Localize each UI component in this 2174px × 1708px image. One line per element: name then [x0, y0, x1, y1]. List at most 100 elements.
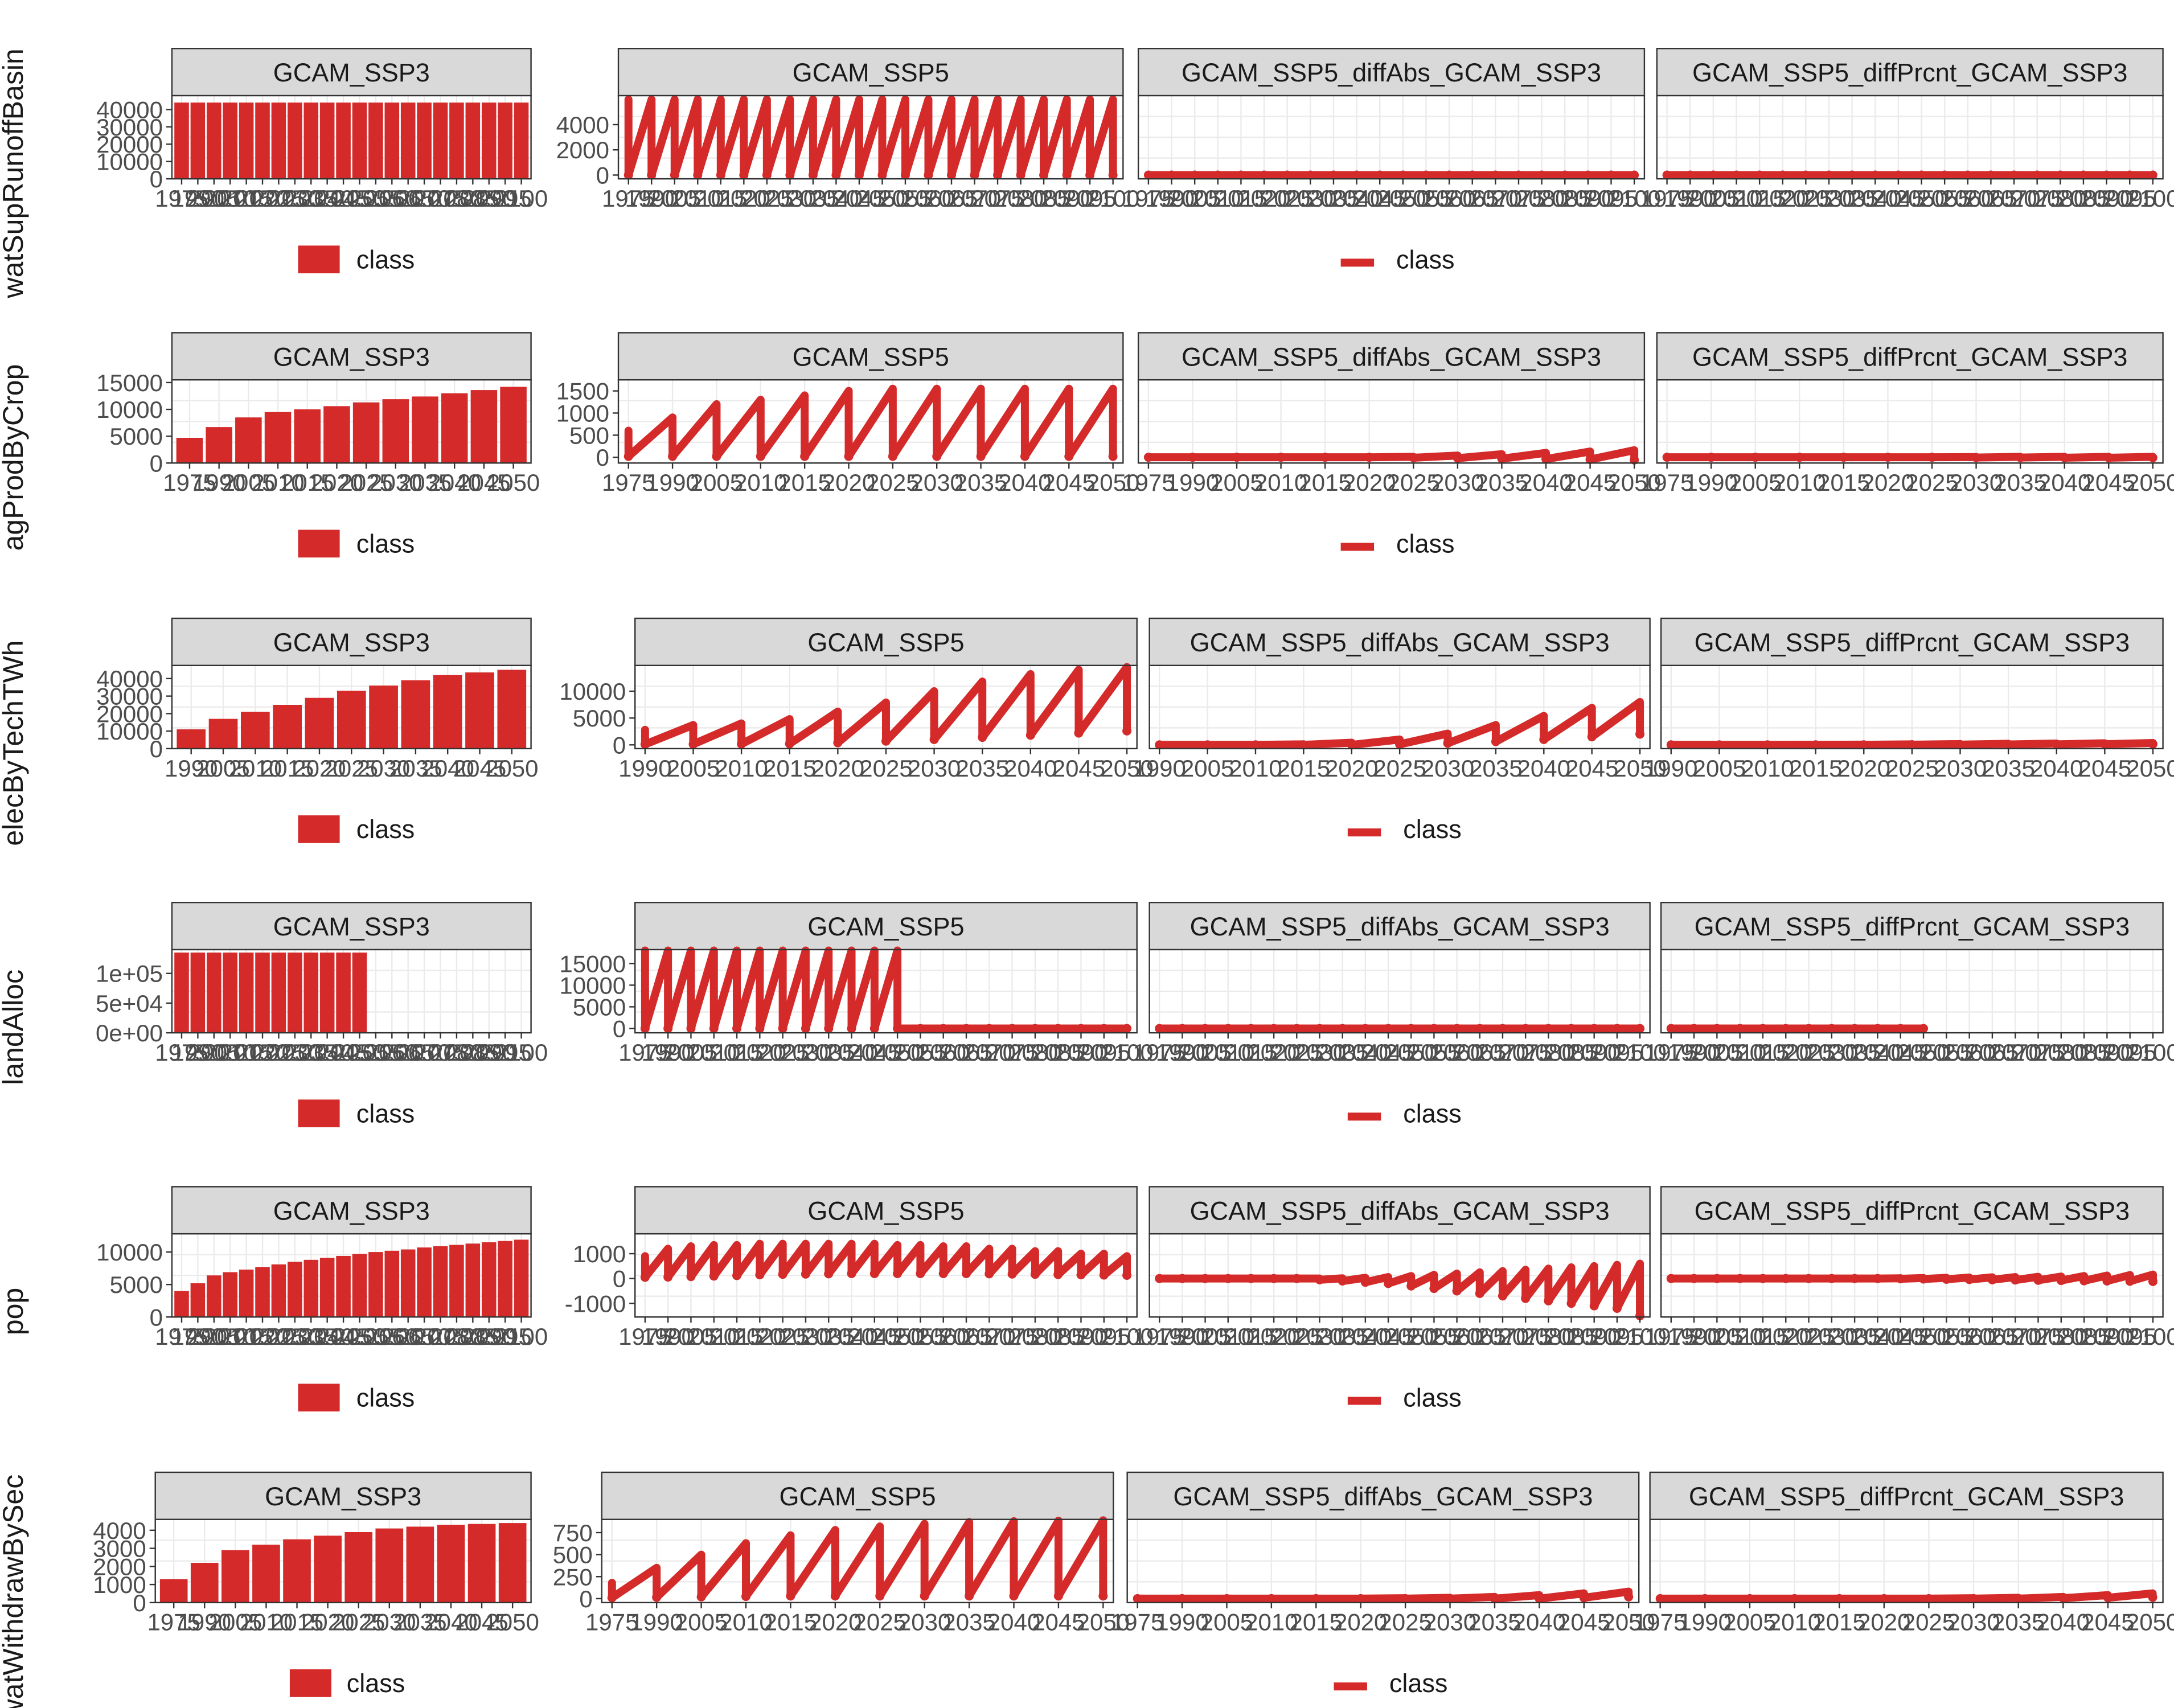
x-tick-label: 2080 [2034, 1323, 2087, 1350]
series-point [1942, 1274, 1951, 1284]
series-point [2148, 1276, 2157, 1286]
x-tick-label: 2005 [1691, 1323, 1744, 1350]
panel-strip [171, 332, 532, 381]
x-tick-label: 2065 [1453, 1323, 1506, 1350]
series-point [785, 739, 794, 749]
series-point [1246, 1024, 1256, 1033]
series-point [833, 738, 843, 748]
series-point [1491, 737, 1500, 746]
bar [303, 1259, 319, 1317]
x-tick-label: 2040 [2030, 755, 2083, 782]
series-point [1299, 740, 1308, 750]
series-point [1491, 170, 1500, 180]
row-label: agProdByCrop [0, 364, 29, 551]
series-point [1781, 1274, 1791, 1283]
bar [241, 712, 270, 749]
x-tick-label: 2020 [1759, 1039, 1812, 1066]
x-tick-label: 2010 [203, 185, 256, 212]
legend-key-bar [298, 815, 340, 843]
series-point [1475, 1024, 1484, 1033]
series-point [1662, 453, 1672, 462]
panel-title: GCAM_SSP5_diffPrcnt_GCAM_SSP3 [1692, 58, 2128, 87]
x-tick-label: 2090 [1561, 185, 1614, 212]
series-point [1708, 170, 1718, 180]
x-tick-label: 2080 [430, 1039, 483, 1066]
series-point [1406, 1024, 1416, 1033]
x-tick-label: 2030 [268, 1323, 321, 1350]
x-tick-label: 2055 [1920, 1323, 1973, 1350]
series-point [1030, 1270, 1040, 1279]
x-tick-label: 2015 [1277, 755, 1330, 782]
x-tick-label: 2100 [2126, 1323, 2174, 1350]
x-tick-label: 2035 [954, 469, 1007, 496]
series-point [709, 1024, 719, 1033]
series-point [985, 1269, 994, 1279]
bar [190, 1283, 206, 1317]
x-tick-label: 2020 [1756, 185, 1809, 212]
y-tick-label: 30000 [96, 683, 163, 710]
x-tick-label: 2085 [2057, 1039, 2110, 1066]
x-tick-label: 2030 [1424, 1609, 1476, 1636]
bar [323, 406, 350, 463]
x-tick-label: 2095 [1590, 1039, 1643, 1066]
x-tick-label: 2020 [236, 185, 289, 212]
panel-title: GCAM_SSP5_diffAbs_GCAM_SSP3 [1190, 628, 1610, 657]
x-tick-label: 2005 [675, 1609, 728, 1636]
series-point [946, 170, 956, 180]
x-tick-label: 2045 [1874, 1323, 1927, 1350]
series-point [1429, 1284, 1439, 1294]
series-point [844, 451, 854, 461]
panel-title: GCAM_SSP5 [807, 912, 964, 941]
x-tick-label: 2005 [1691, 1039, 1744, 1066]
x-tick-label: 2070 [1987, 185, 2040, 212]
series-point [1624, 1592, 1634, 1602]
x-tick-label: 2015 [220, 1039, 273, 1066]
x-tick-label: 2040 [1849, 185, 1902, 212]
series-point [1521, 1024, 1531, 1033]
x-tick-label: 2020 [717, 185, 770, 212]
y-tick-label: 40000 [96, 96, 163, 123]
bar [239, 1269, 254, 1317]
x-tick-label: 2080 [1522, 1323, 1575, 1350]
x-tick-label: 2095 [2103, 185, 2156, 212]
series-point [1541, 454, 1551, 464]
bar [375, 1528, 404, 1603]
x-tick-label: 1975 [1644, 1039, 1697, 1066]
x-tick-label: 2045 [1361, 1039, 1414, 1066]
panel-title: GCAM_SSP3 [265, 1482, 421, 1511]
x-tick-label: 2060 [1943, 1323, 1996, 1350]
series-point [1583, 170, 1593, 180]
y-tick-label: 20000 [96, 131, 163, 158]
x-tick-label: 1990 [625, 185, 678, 212]
x-tick-label: 2040 [301, 1039, 354, 1066]
bar [303, 102, 319, 179]
series-point [2011, 1275, 2020, 1285]
x-tick-label: 2025 [1885, 755, 1938, 782]
y-tick-label: 0 [150, 166, 163, 192]
bar [273, 705, 302, 749]
x-tick-label: 2015 [1812, 1609, 1865, 1636]
series-point [2100, 740, 2110, 749]
series-point [696, 1592, 706, 1602]
series-point [1122, 1270, 1132, 1280]
x-tick-label: 2005 [1687, 185, 1740, 212]
series-point [1315, 1024, 1324, 1033]
x-tick-label: 2025 [252, 1039, 305, 1066]
panel-watWithdrawBySec-3: GCAM_SSP5_diffPrcnt_GCAM_SSP3 19751990200… [1634, 1471, 2174, 1636]
x-tick-label: 2065 [1964, 185, 2017, 212]
x-tick-label: 2035 [389, 755, 442, 782]
panel-title: GCAM_SSP5 [793, 58, 949, 87]
x-tick-label: 2045 [848, 1323, 901, 1350]
bar [305, 697, 334, 749]
panel-watWithdrawBySec-1: GCAM_SSP50250500750197519902005201020152… [553, 1471, 1130, 1636]
legend-label: class [1396, 529, 1455, 559]
panel-watWithdrawBySec-0: GCAM_SSP30100020003000400019751990200520… [93, 1471, 539, 1636]
panel-title: GCAM_SSP3 [273, 58, 430, 87]
bar [481, 102, 497, 179]
series-point [962, 1268, 971, 1278]
x-tick-label: 2010 [1229, 755, 1282, 782]
x-tick-label: 2090 [1040, 185, 1093, 212]
x-tick-label: 2070 [1988, 1039, 2041, 1066]
panel-pop-2: GCAM_SSP5_diffAbs_GCAM_SSP31975199020052… [1133, 1186, 1667, 1350]
series-point [965, 1591, 974, 1601]
